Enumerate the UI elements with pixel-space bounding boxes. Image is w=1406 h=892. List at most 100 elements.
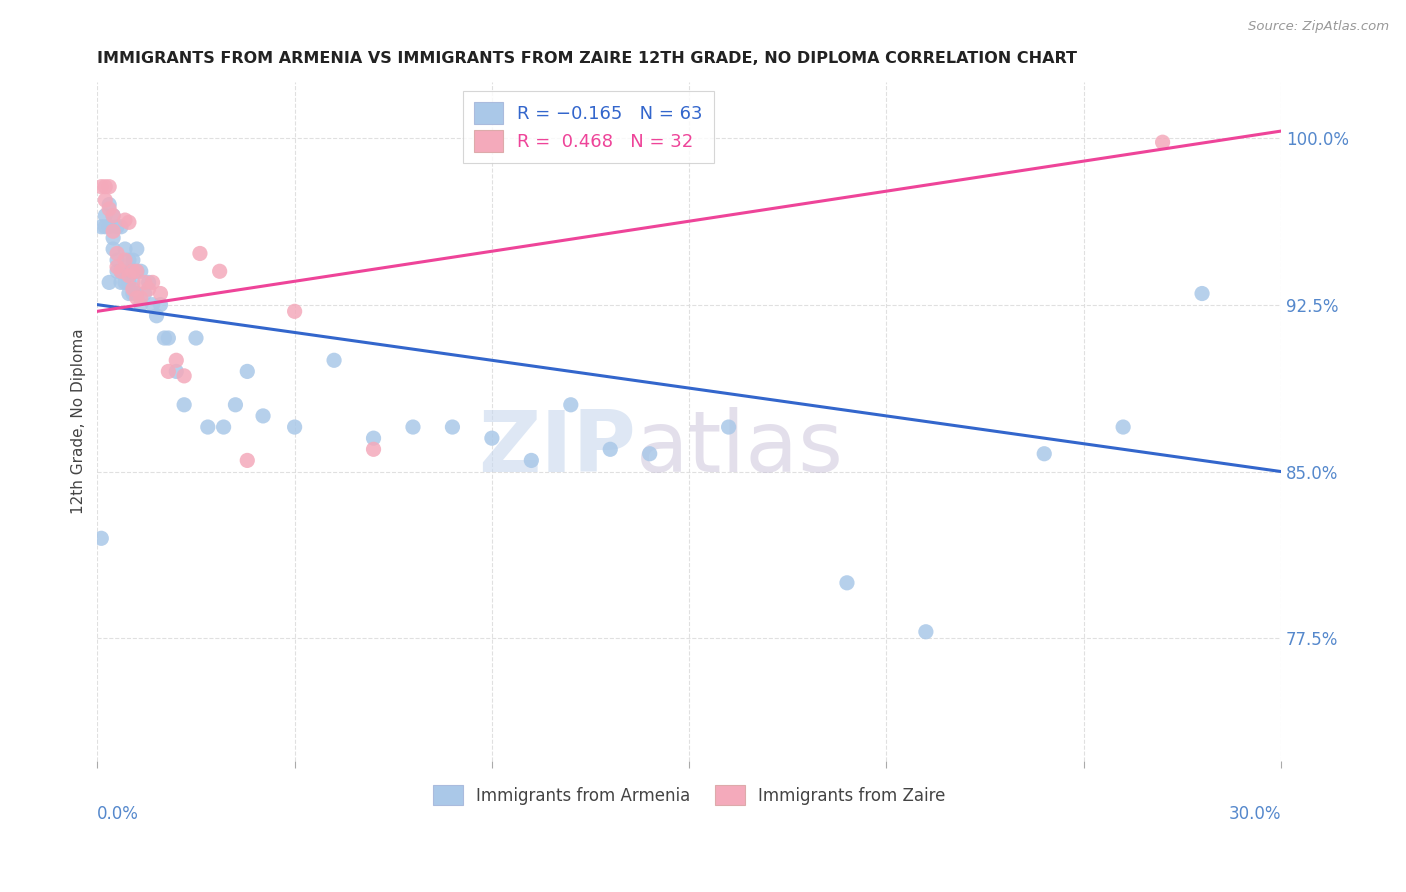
Point [114, 213, 136, 227]
Point [157, 364, 180, 378]
Point [105, 219, 128, 234]
Point [114, 264, 136, 278]
Point [121, 276, 143, 290]
Point [129, 264, 152, 278]
Point [114, 253, 136, 268]
Point [90, 179, 112, 194]
Point [138, 282, 160, 296]
Point [105, 246, 128, 260]
Point [125, 286, 148, 301]
Point [105, 253, 128, 268]
Point [142, 276, 165, 290]
Legend: Immigrants from Armenia, Immigrants from Zaire: Immigrants from Armenia, Immigrants from… [425, 777, 955, 814]
Point [118, 253, 141, 268]
Point [638, 447, 661, 461]
Point [252, 409, 274, 423]
Point [118, 286, 141, 301]
Point [94, 219, 117, 234]
Point [149, 286, 172, 301]
Point [101, 242, 124, 256]
Point [1112, 420, 1135, 434]
Point [125, 264, 148, 278]
Point [599, 442, 621, 457]
Point [1191, 286, 1213, 301]
Point [121, 264, 143, 278]
Point [212, 420, 235, 434]
Point [835, 575, 858, 590]
Point [157, 331, 180, 345]
Point [184, 331, 207, 345]
Point [94, 209, 117, 223]
Point [101, 209, 124, 223]
Y-axis label: 12th Grade, No Diploma: 12th Grade, No Diploma [72, 328, 86, 515]
Point [142, 298, 165, 312]
Text: atlas: atlas [636, 407, 844, 490]
Text: IMMIGRANTS FROM ARMENIA VS IMMIGRANTS FROM ZAIRE 12TH GRADE, NO DIPLOMA CORRELAT: IMMIGRANTS FROM ARMENIA VS IMMIGRANTS FR… [97, 51, 1077, 66]
Point [197, 420, 219, 434]
Point [284, 420, 307, 434]
Point [118, 268, 141, 283]
Point [114, 242, 136, 256]
Point [121, 286, 143, 301]
Point [224, 398, 246, 412]
Point [363, 431, 385, 445]
Point [1033, 447, 1056, 461]
Point [173, 398, 195, 412]
Point [560, 398, 582, 412]
Point [441, 420, 464, 434]
Point [118, 276, 141, 290]
Point [208, 264, 231, 278]
Point [98, 179, 121, 194]
Point [121, 253, 143, 268]
Point [105, 264, 128, 278]
Point [94, 193, 117, 207]
Point [98, 202, 121, 216]
Point [121, 282, 143, 296]
Point [90, 531, 112, 545]
Point [129, 298, 152, 312]
Text: 0.0%: 0.0% [97, 805, 139, 823]
Point [363, 442, 385, 457]
Point [717, 420, 740, 434]
Point [114, 276, 136, 290]
Point [520, 453, 543, 467]
Text: 30.0%: 30.0% [1229, 805, 1281, 823]
Point [105, 260, 128, 274]
Point [98, 276, 121, 290]
Point [138, 276, 160, 290]
Point [1152, 135, 1174, 149]
Point [134, 276, 156, 290]
Point [188, 246, 211, 260]
Point [110, 276, 132, 290]
Point [110, 219, 132, 234]
Point [145, 309, 167, 323]
Point [153, 331, 176, 345]
Point [90, 219, 112, 234]
Point [173, 368, 195, 383]
Point [101, 231, 124, 245]
Point [114, 264, 136, 278]
Point [323, 353, 346, 368]
Point [110, 264, 132, 278]
Point [98, 219, 121, 234]
Point [125, 264, 148, 278]
Point [915, 624, 938, 639]
Point [110, 264, 132, 278]
Point [129, 291, 152, 305]
Point [101, 209, 124, 223]
Point [118, 264, 141, 278]
Point [481, 431, 503, 445]
Text: ZIP: ZIP [478, 407, 636, 490]
Point [165, 353, 187, 368]
Point [101, 224, 124, 238]
Point [236, 364, 259, 378]
Point [94, 179, 117, 194]
Point [149, 298, 172, 312]
Point [134, 286, 156, 301]
Point [125, 242, 148, 256]
Point [284, 304, 307, 318]
Point [125, 291, 148, 305]
Point [118, 215, 141, 229]
Text: Source: ZipAtlas.com: Source: ZipAtlas.com [1249, 20, 1389, 33]
Point [98, 197, 121, 211]
